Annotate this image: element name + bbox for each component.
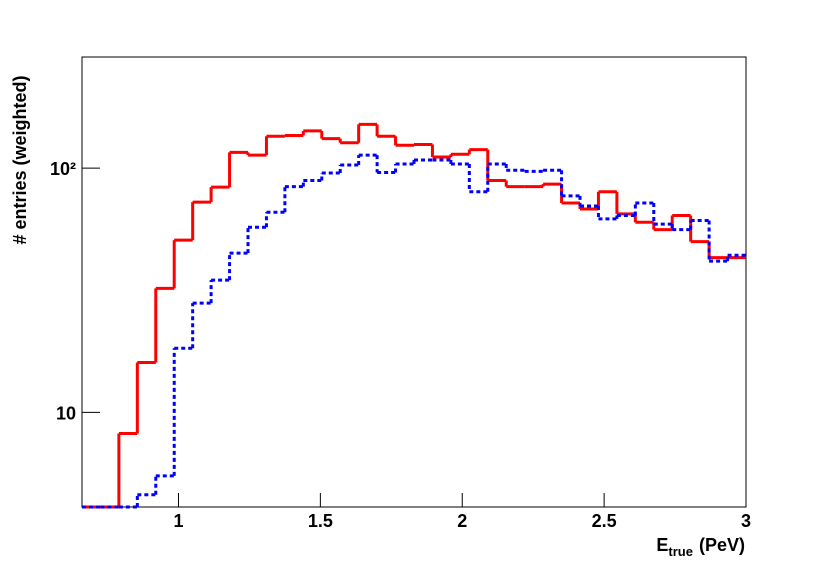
x-tick-label: 3 — [741, 511, 751, 531]
x-axis-title: Etrue (PeV) — [656, 535, 745, 559]
x-tick-label: 1.5 — [308, 511, 333, 531]
y-axis-title: # entries (weighted) — [10, 75, 30, 244]
plot-frame — [81, 56, 747, 508]
x-tick-label: 2 — [457, 511, 467, 531]
x-tick-label: 2.5 — [592, 511, 617, 531]
x-tick-label: 1 — [173, 511, 183, 531]
x-title-sub: true — [668, 544, 693, 559]
x-title-unit: (PeV) — [699, 535, 745, 555]
x-title-main: E — [656, 535, 668, 555]
y-tick-label: 10² — [50, 159, 76, 179]
y-tick-label: 10 — [56, 403, 76, 423]
